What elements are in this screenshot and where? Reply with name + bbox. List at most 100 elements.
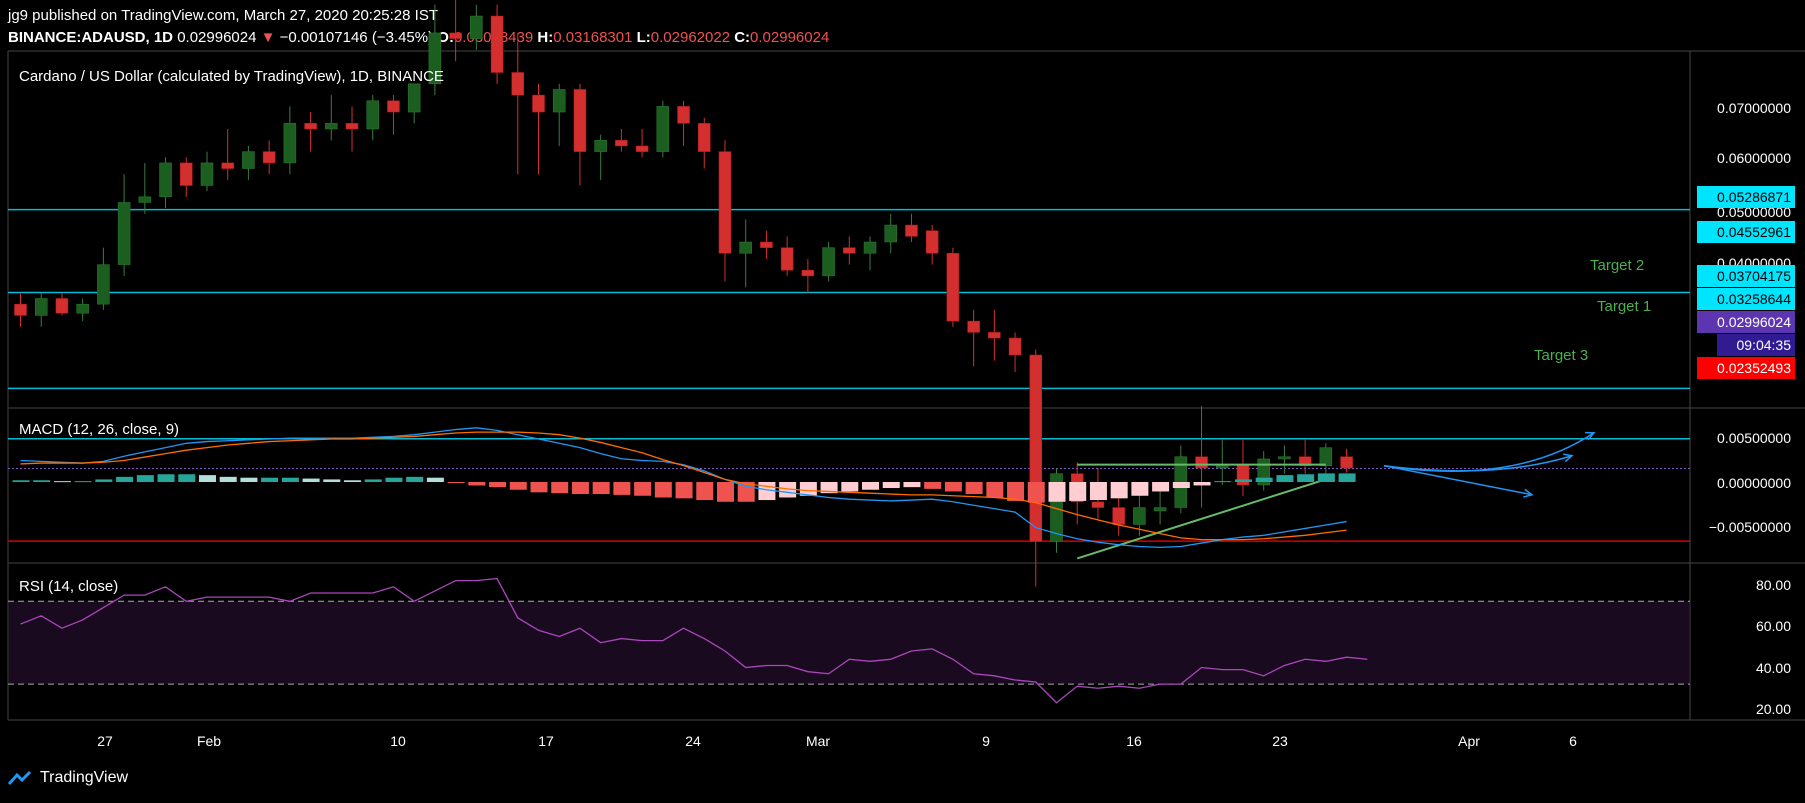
candle-body bbox=[1008, 337, 1022, 356]
candle-body bbox=[739, 241, 752, 254]
x-tick: 6 bbox=[1569, 733, 1577, 749]
last-price: 0.02996024 bbox=[177, 29, 257, 46]
target-3-label: Target 3 bbox=[1534, 347, 1589, 364]
candle-body bbox=[573, 89, 587, 152]
macd-histogram-bar bbox=[1131, 482, 1149, 496]
macd-histogram-bar bbox=[634, 482, 652, 496]
high-value: 0.03168301 bbox=[553, 29, 633, 46]
candle-body bbox=[594, 140, 607, 152]
signal-line bbox=[20, 431, 1347, 541]
macd-histogram-bar bbox=[33, 480, 51, 482]
level-price-label: 0.05286871 bbox=[1697, 186, 1795, 208]
macd-histogram-bar bbox=[571, 482, 589, 495]
macd-histogram-bar bbox=[1214, 481, 1232, 483]
candle-body bbox=[905, 224, 918, 237]
candle-body bbox=[407, 83, 421, 113]
candle-body bbox=[200, 162, 214, 186]
macd-histogram-bar bbox=[1027, 482, 1045, 503]
candle-body bbox=[1091, 501, 1105, 508]
close-label: C: bbox=[734, 29, 751, 46]
x-tick: Feb bbox=[196, 733, 222, 749]
low-value: 0.02962022 bbox=[650, 29, 731, 46]
macd-histogram-bar bbox=[157, 474, 175, 482]
macd-tick: −0.00500000 bbox=[1708, 519, 1791, 535]
candle-body bbox=[532, 94, 545, 113]
macd-histogram-bar bbox=[696, 482, 714, 501]
macd-histogram-bar bbox=[862, 482, 880, 490]
macd-histogram-bar bbox=[1193, 482, 1211, 486]
x-tick: 27 bbox=[97, 733, 113, 749]
x-tick: 17 bbox=[538, 733, 554, 749]
candle-body bbox=[1112, 507, 1125, 525]
macd-histogram-bar bbox=[1069, 482, 1087, 501]
arrow-target-3-head bbox=[1523, 488, 1534, 498]
candle-body bbox=[14, 303, 27, 316]
macd-histogram-bar bbox=[12, 480, 30, 482]
macd-histogram-bar bbox=[74, 481, 92, 483]
macd-histogram-bar bbox=[1172, 482, 1190, 489]
candle-body bbox=[262, 151, 276, 164]
candle-body bbox=[1153, 507, 1167, 512]
rsi-tick: 80.00 bbox=[1755, 577, 1791, 593]
x-tick: 23 bbox=[1272, 733, 1288, 749]
macd-histogram-bar bbox=[178, 474, 196, 482]
macd-histogram-bar bbox=[1007, 482, 1025, 501]
macd-histogram-bar bbox=[136, 475, 154, 482]
macd-histogram-bar bbox=[489, 482, 507, 488]
arrow-target-1-head bbox=[1563, 453, 1574, 463]
candle-body bbox=[1340, 456, 1353, 469]
candle-body bbox=[615, 140, 628, 147]
macd-histogram-bar bbox=[1089, 482, 1107, 501]
tradingview-logo-icon bbox=[8, 770, 32, 785]
macd-histogram-bar bbox=[1317, 473, 1335, 482]
macd-histogram-bar bbox=[385, 477, 403, 482]
candle-body bbox=[946, 253, 960, 322]
candle-body bbox=[387, 100, 400, 113]
macd-histogram-bar bbox=[592, 482, 610, 495]
macd-tick: 0.00500000 bbox=[1717, 430, 1791, 446]
macd-histogram-bar bbox=[198, 475, 216, 482]
candle-body bbox=[117, 202, 131, 265]
macd-histogram-bar bbox=[841, 482, 859, 492]
target-2-label: Target 2 bbox=[1590, 257, 1645, 274]
macd-histogram-bar bbox=[509, 482, 527, 490]
symbol-name[interactable]: BINANCE:ADAUSD, 1D bbox=[8, 29, 174, 46]
macd-histogram-bar bbox=[95, 479, 113, 482]
rsi-tick: 60.00 bbox=[1755, 618, 1791, 634]
macd-histogram-bar bbox=[986, 482, 1004, 498]
candle-body bbox=[843, 247, 856, 254]
macd-histogram-bar bbox=[716, 482, 734, 502]
arrow-target-1 bbox=[1383, 455, 1573, 472]
macd-histogram-bar bbox=[613, 482, 631, 495]
macd-tick: 0.00000000 bbox=[1717, 475, 1791, 491]
candle-body bbox=[967, 320, 980, 333]
candle-body bbox=[1133, 507, 1146, 525]
publish-info: jg9 published on TradingView.com, March … bbox=[8, 7, 438, 24]
macd-histogram-bar bbox=[779, 482, 797, 498]
macd-histogram-bar bbox=[406, 476, 424, 482]
macd-histogram-bar bbox=[965, 482, 983, 495]
close-value: 0.02996024 bbox=[750, 29, 830, 46]
candle-body bbox=[304, 123, 317, 130]
target-1-label: Target 1 bbox=[1597, 298, 1652, 315]
x-tick: 10 bbox=[390, 733, 406, 749]
macd-pane-title: MACD (12, 26, close, 9) bbox=[19, 421, 180, 438]
price-tick: 0.05000000 bbox=[1717, 204, 1791, 220]
macd-histogram-bar bbox=[882, 482, 900, 489]
footer-brand[interactable]: TradingView bbox=[8, 769, 128, 787]
macd-histogram-bar bbox=[116, 476, 134, 482]
macd-histogram-bar bbox=[1152, 482, 1170, 492]
candle-body bbox=[428, 32, 442, 85]
macd-histogram-bar bbox=[675, 482, 693, 499]
candle-body bbox=[635, 145, 649, 152]
candle-body bbox=[138, 196, 152, 203]
rsi-tick: 20.00 bbox=[1755, 701, 1791, 717]
down-arrow-icon: ▼ bbox=[260, 29, 276, 46]
candle-body bbox=[283, 123, 297, 164]
candle-body bbox=[449, 32, 462, 39]
macd-histogram-bar bbox=[468, 482, 486, 486]
candle-body bbox=[159, 162, 172, 198]
rsi-pane-title: RSI (14, close) bbox=[19, 578, 119, 595]
macd-histogram-bar bbox=[654, 482, 672, 498]
